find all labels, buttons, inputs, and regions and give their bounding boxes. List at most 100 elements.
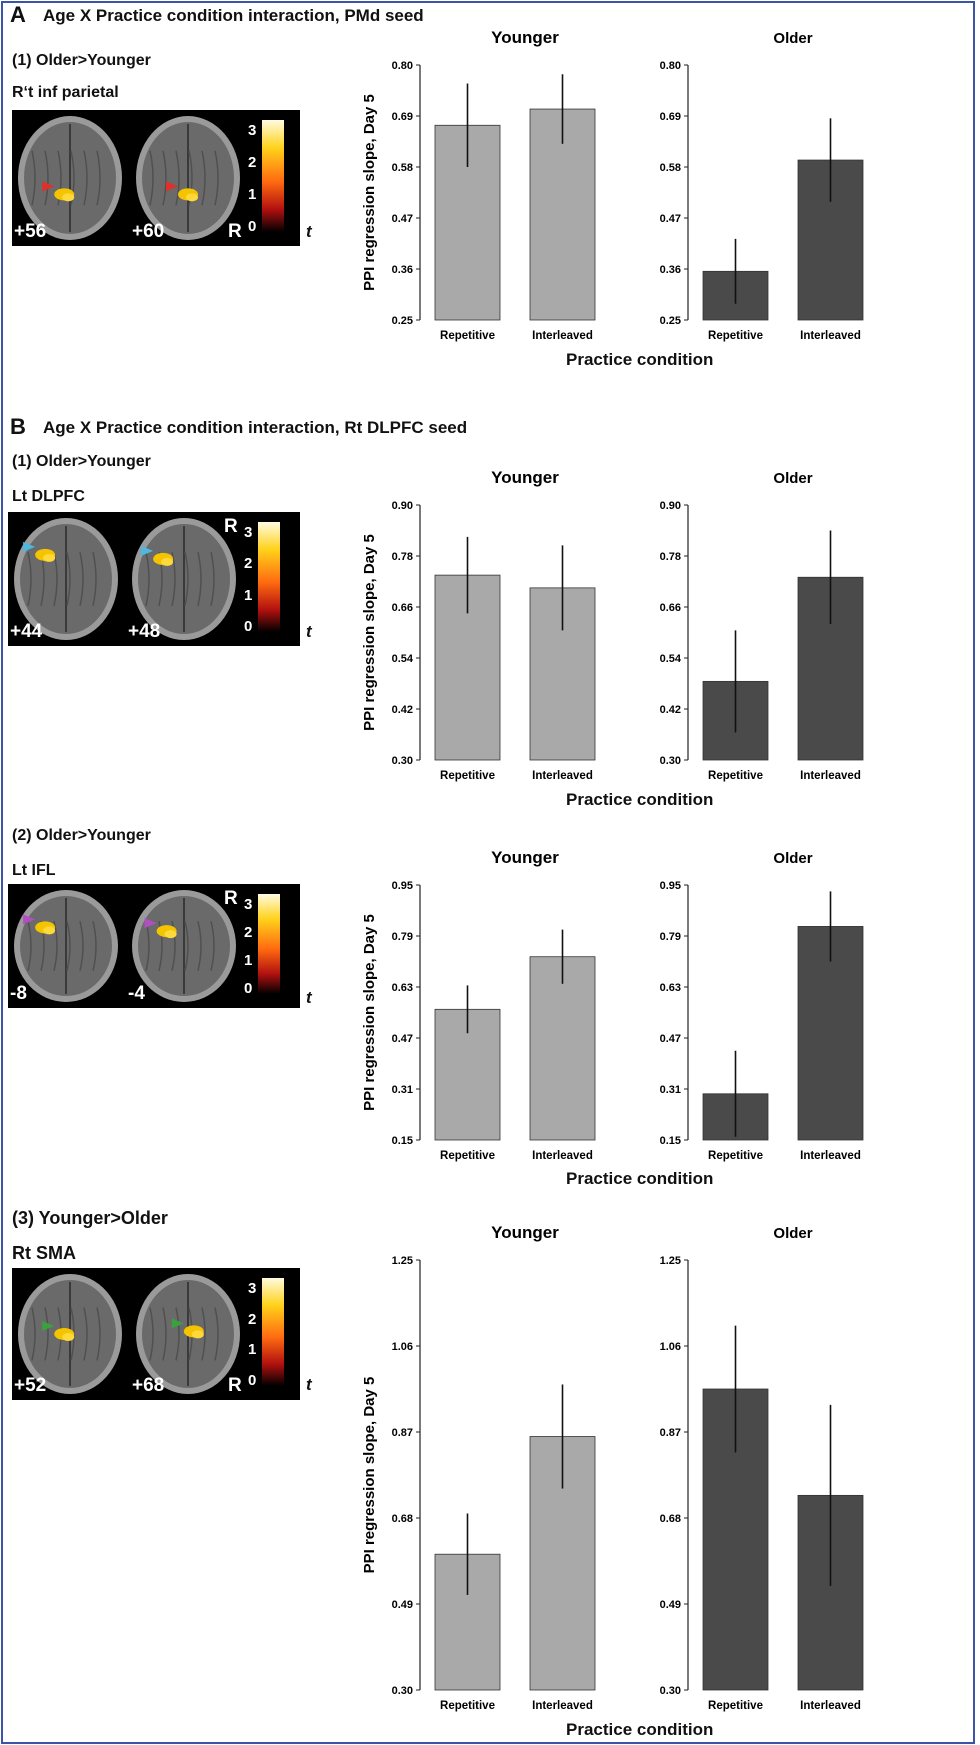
y-tick-label: 0.49	[392, 1599, 413, 1611]
region-label: R‘t inf parietal	[12, 84, 119, 101]
region-label: Rt SMA	[12, 1243, 76, 1263]
y-tick-label: 0.87	[392, 1427, 413, 1439]
bar-chart-older: Older 0.25 0.36 0.47 0.58 0.69 0.80 Repetitive I…	[660, 30, 864, 342]
y-tick-label: 0.79	[660, 931, 681, 943]
x-tick-label: Repetitive	[440, 330, 495, 342]
colorbar-tick-label: 2	[248, 154, 257, 171]
x-tick-label: Interleaved	[532, 770, 593, 782]
brain-image: -8 -4 R 3 2 1 0	[8, 884, 300, 1008]
colorbar	[258, 522, 280, 632]
right-hemisphere-label: R	[228, 1375, 242, 1396]
y-tick-label: 0.54	[660, 653, 682, 665]
y-tick-label: 0.78	[392, 551, 413, 563]
x-tick-label: Interleaved	[800, 1150, 861, 1162]
brain-image: +52 +68 R 3 2 1 0	[12, 1268, 300, 1400]
chart-title: Younger	[491, 848, 559, 867]
pointer-arrow-icon	[144, 918, 157, 929]
y-tick-label: 0.47	[392, 213, 413, 225]
colorbar-tick-label: 1	[248, 186, 257, 203]
y-tick-label: 0.63	[392, 982, 413, 994]
y-tick-label: 0.54	[392, 653, 414, 665]
comparison-label: (1) Older>Younger	[12, 453, 151, 470]
x-tick-label: Interleaved	[800, 330, 861, 342]
slice-coordinate-label: -8	[10, 983, 27, 1004]
bar-chart-older: Older 0.30 0.49 0.68 0.87 1.06 1.25 Repetitive I…	[660, 1225, 864, 1712]
colorbar-tick-label: 2	[248, 1310, 257, 1328]
colorbar-tick-label: 2	[244, 555, 253, 573]
colorbar-tick-label: 3	[244, 524, 253, 541]
y-tick-label: 0.30	[392, 1685, 413, 1697]
t-stat-label: t	[306, 622, 312, 641]
brain-image: +44 +48 R 3 2 1 0	[8, 512, 300, 646]
x-axis-label: Practice condition	[566, 1169, 714, 1188]
colorbar-tick-label: 0	[244, 618, 253, 635]
x-tick-label: Repetitive	[440, 1700, 495, 1712]
x-axis-label: Practice condition	[566, 1720, 714, 1739]
pointer-arrow-icon	[171, 1318, 184, 1329]
y-axis-label: PPI regression slope, Day 5	[361, 914, 378, 1111]
colorbar-tick-label: 3	[244, 896, 253, 913]
y-tick-label: 0.80	[392, 60, 413, 72]
y-tick-label: 0.30	[660, 755, 681, 767]
bar-chart-younger: Younger 0.15 0.31 0.47 0.63 0.79 0.95 PPI regre…	[361, 848, 596, 1162]
y-tick-label: 0.66	[392, 602, 413, 614]
y-tick-label: 0.95	[660, 880, 681, 892]
y-tick-label: 0.30	[392, 755, 413, 767]
y-tick-label: 0.80	[660, 60, 681, 72]
slice-coordinate-label: +52	[14, 1375, 47, 1396]
colorbar-tick-label: 1	[244, 952, 253, 969]
brain-slice	[14, 890, 118, 1002]
bar-chart-older: Older 0.30 0.42 0.54 0.66 0.78 0.90 Repetitive I…	[660, 470, 864, 782]
bar-chart-older: Older 0.15 0.31 0.47 0.63 0.79 0.95 Repetitive I…	[660, 850, 864, 1162]
x-tick-label: Interleaved	[532, 1150, 593, 1162]
x-axis-label: Practice condition	[566, 350, 714, 369]
t-stat-label: t	[306, 1375, 312, 1394]
y-tick-label: 0.68	[660, 1513, 681, 1525]
slice-coordinate-label: +68	[132, 1375, 165, 1396]
slice-coordinate-label: +60	[132, 221, 165, 242]
y-tick-label: 0.78	[660, 551, 681, 563]
y-tick-label: 0.68	[392, 1513, 413, 1525]
brain-slice	[136, 116, 240, 240]
brain-slice	[132, 518, 236, 640]
bar-interleaved	[529, 108, 596, 321]
x-tick-label: Repetitive	[708, 770, 763, 782]
y-tick-label: 0.63	[660, 982, 681, 994]
region-label: Lt IFL	[12, 862, 56, 879]
y-tick-label: 0.69	[392, 111, 413, 123]
y-tick-label: 0.30	[660, 1685, 681, 1697]
y-tick-label: 0.25	[392, 315, 413, 327]
x-tick-label: Repetitive	[708, 1150, 763, 1162]
slice-coordinate-label: +56	[14, 221, 47, 242]
panel-title-a: Age X Practice condition interaction, PM…	[43, 6, 424, 25]
y-tick-label: 0.15	[660, 1135, 681, 1147]
y-tick-label: 0.42	[392, 704, 413, 716]
right-hemisphere-label: R	[224, 516, 238, 537]
y-tick-label: 0.36	[660, 264, 681, 276]
x-tick-label: Interleaved	[532, 1700, 593, 1712]
comparison-label: (1) Older>Younger	[12, 52, 151, 69]
x-tick-label: Repetitive	[440, 1150, 495, 1162]
brain-slice	[136, 1274, 240, 1394]
chart-title: Older	[773, 850, 812, 867]
chart-title: Older	[773, 470, 812, 487]
pointer-arrow-icon	[166, 181, 178, 192]
colorbar-tick-label: 3	[248, 1280, 257, 1297]
y-tick-label: 0.58	[660, 162, 681, 174]
bar-chart-younger: Younger 0.30 0.49 0.68 0.87 1.06 1.25 PPI regre…	[361, 1223, 596, 1712]
y-tick-label: 0.79	[392, 931, 413, 943]
comparison-label: (2) Older>Younger	[12, 827, 151, 844]
y-tick-label: 0.58	[392, 162, 413, 174]
slice-coordinate-label: +44	[10, 621, 43, 642]
brain-slice	[14, 518, 118, 640]
chart-title: Older	[773, 30, 812, 47]
panel-title-b: Age X Practice condition interaction, Rt…	[43, 418, 468, 437]
colorbar-tick-label: 1	[244, 586, 253, 604]
chart-title: Younger	[491, 468, 559, 487]
x-tick-label: Repetitive	[708, 1700, 763, 1712]
pointer-arrow-icon	[141, 545, 154, 556]
chart-title: Older	[773, 1225, 812, 1242]
t-stat-label: t	[306, 222, 312, 241]
pointer-arrow-icon	[42, 181, 55, 192]
panel-letter-b: B	[10, 414, 26, 439]
